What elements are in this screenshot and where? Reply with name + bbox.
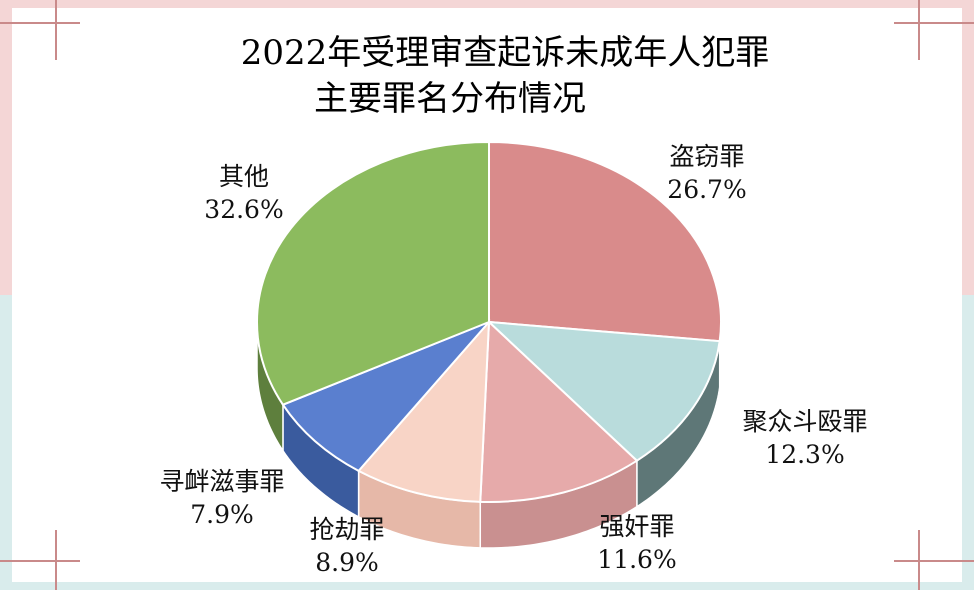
slice-label-name: 聚众斗殴罪 — [742, 407, 868, 436]
slice-label-2: 强奸罪 11.6% — [597, 510, 676, 576]
corner-decoration — [0, 22, 80, 24]
pie-slice-0 — [488, 140, 723, 343]
slice-label-1: 聚众斗殴罪 12.3% — [742, 405, 867, 471]
slice-label-name: 盗窃罪 — [669, 142, 745, 171]
slice-label-value: 32.6% — [204, 195, 284, 224]
slice-label-name: 抢劫罪 — [309, 515, 385, 544]
slice-label-name: 强奸罪 — [599, 512, 675, 541]
slice-label-name: 其他 — [218, 162, 270, 191]
chart-subtitle: 主要罪名分布情况 — [314, 79, 586, 119]
slice-label-3: 抢劫罪 8.9% — [309, 513, 384, 579]
pie-slice-1 — [486, 320, 721, 462]
slice-label-4: 寻衅滋事罪 7.9% — [159, 465, 284, 531]
slice-label-name: 寻衅滋事罪 — [159, 467, 285, 496]
slice-label-value: 26.7% — [667, 175, 747, 204]
corner-decoration — [918, 530, 920, 590]
corner-decoration — [918, 0, 920, 60]
slice-label-0: 盗窃罪 26.7% — [667, 140, 746, 206]
chart-title: 2022年受理审查起诉未成年人犯罪 — [240, 33, 770, 73]
slice-label-value: 7.9% — [190, 500, 254, 529]
pie-slice-2 — [479, 319, 639, 503]
slice-label-value: 11.6% — [597, 545, 677, 574]
pie-slice-3 — [357, 319, 491, 503]
corner-decoration — [55, 0, 57, 60]
pie-slices — [256, 140, 723, 503]
pie-slice-4 — [281, 321, 490, 473]
corner-decoration — [894, 560, 974, 562]
corner-decoration — [55, 530, 57, 590]
corner-decoration — [894, 22, 974, 24]
slice-label-value: 8.9% — [315, 548, 379, 577]
corner-decoration — [0, 560, 80, 562]
slice-label-value: 12.3% — [765, 440, 845, 469]
chart-title-block: 2022年受理审查起诉未成年人犯罪 主要罪名分布情况 — [225, 30, 785, 122]
slice-label-5: 其他 32.6% — [204, 160, 283, 226]
pie-slice-5 — [256, 140, 490, 406]
